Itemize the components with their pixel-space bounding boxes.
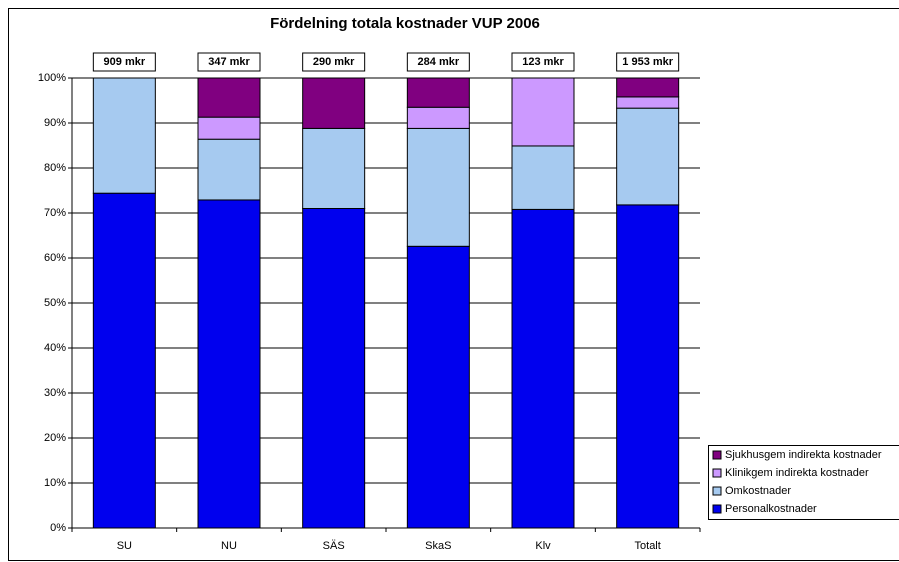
bar-segment — [616, 96, 680, 109]
legend-box — [708, 445, 899, 520]
bar-segment — [92, 192, 156, 529]
legend-label: Omkostnader — [725, 485, 791, 497]
y-tick-label: 40% — [44, 342, 66, 354]
bar-segment — [406, 106, 470, 129]
bar-label-box — [92, 52, 156, 72]
x-tick-label: SÄS — [323, 540, 345, 552]
y-tick-label: 20% — [44, 432, 66, 444]
bar-segment — [616, 77, 680, 98]
bar-segment — [197, 138, 261, 201]
x-tick-label: Klv — [535, 540, 551, 552]
bar-label: 290 mkr — [313, 56, 355, 68]
bar-segment — [197, 116, 261, 140]
y-tick-label: 50% — [44, 297, 66, 309]
bar-segment — [406, 77, 470, 108]
bar-segment — [302, 127, 366, 209]
bar-segment — [511, 77, 575, 147]
y-tick-label: 10% — [44, 477, 66, 489]
legend-swatch — [712, 486, 722, 496]
bar-label: 347 mkr — [208, 56, 250, 68]
bar-label: 1 953 mkr — [622, 56, 673, 68]
bar-label: 909 mkr — [104, 56, 146, 68]
bar-segment — [616, 204, 680, 529]
legend-swatch — [712, 468, 722, 478]
y-tick-label: 90% — [44, 117, 66, 129]
bar-segment — [302, 208, 366, 529]
bar-segment — [197, 77, 261, 118]
bar-label: 123 mkr — [522, 56, 564, 68]
bar-label-box — [406, 52, 470, 72]
bar-label-box — [302, 52, 366, 72]
y-tick-label: 0% — [50, 522, 66, 534]
x-tick-label: NU — [221, 540, 237, 552]
bar-segment — [197, 199, 261, 529]
y-tick-label: 100% — [38, 72, 66, 84]
y-tick-label: 80% — [44, 162, 66, 174]
legend-swatch — [712, 450, 722, 460]
bar-segment — [511, 208, 575, 529]
bar-segment — [511, 145, 575, 210]
bar-segment — [406, 127, 470, 247]
x-tick-label: SkaS — [425, 540, 451, 552]
bar-segment — [406, 245, 470, 529]
y-tick-label: 60% — [44, 252, 66, 264]
bar-segment — [92, 77, 156, 194]
bar-label: 284 mkr — [418, 56, 460, 68]
legend-label: Sjukhusgem indirekta kostnader — [725, 449, 882, 461]
x-tick-label: Totalt — [635, 540, 661, 552]
bar-segment — [302, 77, 366, 129]
bar-label-box — [511, 52, 575, 72]
legend-label: Klinikgem indirekta kostnader — [725, 467, 869, 479]
y-tick-label: 70% — [44, 207, 66, 219]
bar-segment — [616, 107, 680, 206]
bar-label-box — [616, 52, 680, 72]
legend-swatch — [712, 504, 722, 514]
y-tick-label: 30% — [44, 387, 66, 399]
chart-title: Fördelning totala kostnader VUP 2006 — [270, 15, 540, 32]
bar-label-box — [197, 52, 261, 72]
x-tick-label: SU — [117, 540, 132, 552]
legend-label: Personalkostnader — [725, 503, 817, 515]
